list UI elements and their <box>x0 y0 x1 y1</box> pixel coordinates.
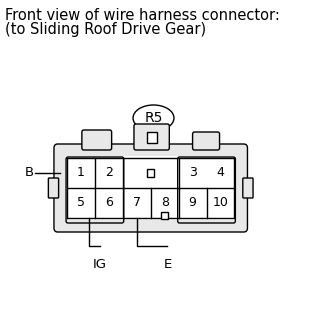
Bar <box>147 169 154 177</box>
FancyBboxPatch shape <box>54 144 248 232</box>
FancyBboxPatch shape <box>193 132 219 150</box>
Text: R5: R5 <box>144 111 163 125</box>
Bar <box>161 212 168 218</box>
Text: 2: 2 <box>105 167 113 180</box>
Text: 10: 10 <box>213 196 228 210</box>
Text: Front view of wire harness connector:: Front view of wire harness connector: <box>5 8 280 23</box>
Text: 5: 5 <box>77 196 85 210</box>
Text: 6: 6 <box>105 196 113 210</box>
Text: IG: IG <box>92 258 107 271</box>
Text: 9: 9 <box>189 196 196 210</box>
Bar <box>147 131 157 143</box>
Text: 3: 3 <box>189 167 196 180</box>
Text: (to Sliding Roof Drive Gear): (to Sliding Roof Drive Gear) <box>5 22 206 37</box>
Text: B: B <box>24 167 33 180</box>
FancyBboxPatch shape <box>49 178 59 198</box>
Text: 8: 8 <box>161 196 169 210</box>
Bar <box>65 156 236 220</box>
FancyBboxPatch shape <box>134 124 169 150</box>
Text: 4: 4 <box>216 167 224 180</box>
Text: E: E <box>163 258 172 271</box>
FancyBboxPatch shape <box>243 178 253 198</box>
Text: 1: 1 <box>77 167 85 180</box>
Text: 7: 7 <box>133 196 141 210</box>
FancyBboxPatch shape <box>82 130 112 150</box>
